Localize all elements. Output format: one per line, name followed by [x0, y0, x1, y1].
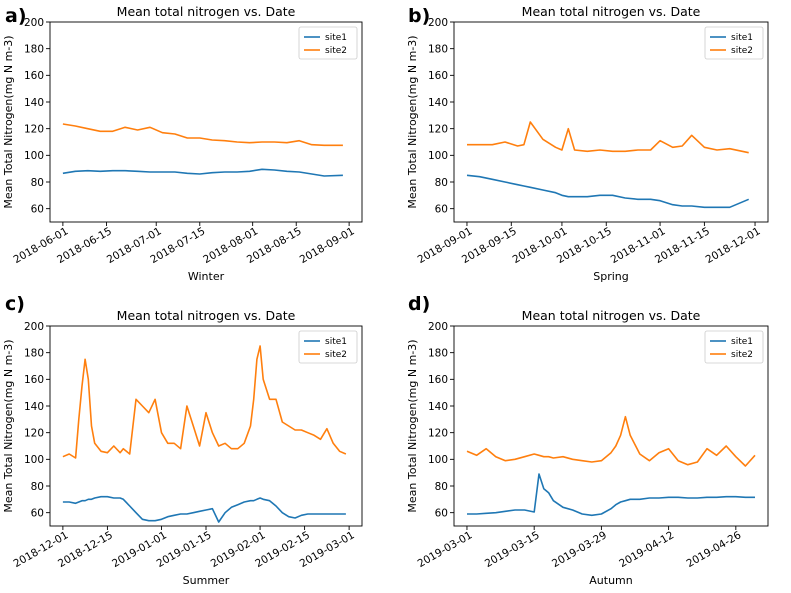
legend: site1 site2	[704, 330, 764, 364]
y-tick-label: 100	[428, 454, 448, 466]
legend-box	[298, 26, 358, 60]
y-tick-label: 160	[428, 374, 448, 386]
series-line-site2	[467, 121, 749, 154]
y-tick-label: 200	[24, 321, 44, 333]
panel-label: b)	[408, 5, 430, 27]
y-tick-label: 120	[24, 123, 44, 135]
y-tick-label: 80	[31, 177, 44, 189]
x-axis-label: Summer	[183, 574, 230, 587]
chart-panel-1: a) Mean total nitrogen vs. Date 60 80 100 120…	[2, 4, 363, 283]
x-axis-label: Winter	[188, 270, 225, 283]
y-axis-label: Mean Total Nitrogen(mg N m-3)	[406, 35, 419, 208]
x-tick-label: 2018-12-01	[704, 225, 763, 266]
y-tick-label: 180	[24, 347, 44, 359]
y-tick-label: 60	[435, 203, 448, 215]
y-tick-label: 120	[428, 123, 448, 135]
axes-frame	[49, 21, 363, 223]
y-tick-label: 80	[435, 481, 448, 493]
y-tick-label: 100	[24, 454, 44, 466]
chart-title: Mean total nitrogen vs. Date	[117, 308, 296, 323]
y-axis-label: Mean Total Nitrogen(mg N m-3)	[2, 339, 15, 512]
y-tick-label: 180	[428, 347, 448, 359]
y-axis-label: Mean Total Nitrogen(mg N m-3)	[406, 339, 419, 512]
panel-label: d)	[408, 293, 430, 315]
legend-label-site2: site2	[325, 350, 347, 360]
y-tick-label: 200	[24, 17, 44, 29]
y-tick-label: 160	[24, 70, 44, 82]
legend-label-site1: site1	[325, 33, 347, 43]
y-tick-label: 60	[31, 203, 44, 215]
series-line-site2	[62, 123, 343, 147]
axes-frame	[453, 21, 769, 223]
legend-label-site1: site1	[731, 33, 753, 43]
y-tick-label: 200	[428, 17, 448, 29]
panel-label: c)	[5, 293, 25, 315]
legend-label-site1: site1	[325, 337, 347, 347]
chart-title: Mean total nitrogen vs. Date	[117, 4, 296, 19]
legend-label-site2: site2	[731, 46, 753, 56]
x-axis-label: Autumn	[589, 574, 632, 587]
chart-panel-4: d) Mean total nitrogen vs. Date 60 80 100 120…	[406, 293, 769, 587]
y-tick-label: 200	[428, 321, 448, 333]
x-tick-label: 2019-04-26	[684, 529, 743, 570]
y-tick-label: 140	[24, 401, 44, 413]
series-line-site1	[467, 473, 755, 517]
y-tick-label: 160	[24, 374, 44, 386]
y-tick-label: 160	[428, 70, 448, 82]
chart-panel-3: c) Mean total nitrogen vs. Date 60 80 100 120…	[2, 293, 363, 587]
legend-box	[298, 330, 358, 364]
legend: site1 site2	[298, 330, 358, 364]
series-line-site2	[466, 415, 756, 467]
chart-title: Mean total nitrogen vs. Date	[522, 308, 701, 323]
x-tick-label: 2019-03-15	[483, 529, 542, 570]
legend-box	[704, 330, 764, 364]
x-tick-label: 2018-09-01	[298, 225, 357, 266]
series-line-site1	[62, 495, 346, 523]
legend-label-site2: site2	[325, 46, 347, 56]
chart-panel-2: b) Mean total nitrogen vs. Date 60 80 100 120…	[406, 4, 769, 283]
legend: site1 site2	[298, 26, 358, 60]
series-line-site1	[466, 174, 750, 209]
legend-box	[704, 26, 764, 60]
axes-frame	[49, 325, 363, 527]
legend: site1 site2	[704, 26, 764, 60]
y-tick-label: 140	[428, 401, 448, 413]
y-tick-label: 100	[24, 150, 44, 162]
x-tick-label: 2019-03-29	[550, 529, 609, 570]
y-tick-label: 80	[435, 177, 448, 189]
y-tick-label: 180	[428, 43, 448, 55]
axes-frame	[453, 325, 769, 527]
x-tick-label: 2019-04-12	[617, 529, 676, 570]
x-axis-label: Spring	[593, 270, 629, 283]
legend-label-site2: site2	[731, 350, 753, 360]
y-tick-label: 120	[428, 427, 448, 439]
y-axis-label: Mean Total Nitrogen(mg N m-3)	[2, 35, 15, 208]
y-tick-label: 140	[24, 97, 44, 109]
y-tick-label: 140	[428, 97, 448, 109]
y-tick-label: 80	[31, 481, 44, 493]
chart-title: Mean total nitrogen vs. Date	[522, 4, 701, 19]
panel-label: a)	[5, 5, 27, 27]
y-tick-label: 60	[31, 507, 44, 519]
y-tick-label: 100	[428, 150, 448, 162]
legend-label-site1: site1	[731, 337, 753, 347]
y-tick-label: 60	[435, 507, 448, 519]
x-tick-label: 2019-03-01	[416, 529, 475, 570]
y-tick-label: 120	[24, 427, 44, 439]
series-line-site1	[62, 168, 343, 177]
y-tick-label: 180	[24, 43, 44, 55]
series-line-site2	[62, 345, 347, 459]
